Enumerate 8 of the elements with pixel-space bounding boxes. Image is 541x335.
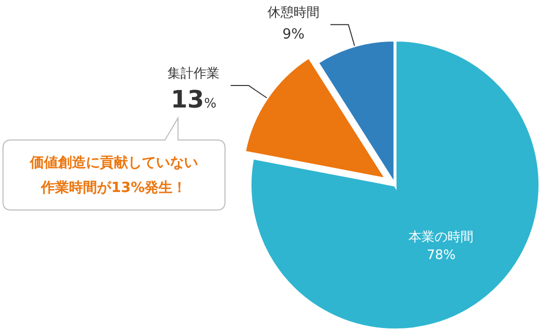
slice-label: 休憩時間 [267,6,320,21]
text: 作業時間が13%発生！ [40,180,187,196]
data-label: 13% [170,86,216,114]
data-label: 9% [282,26,305,43]
slice-label: 集計作業 [168,66,220,82]
text: 価値創造に貢献していない [29,155,198,171]
slice-label: 本業の時間 [408,230,474,245]
data-label: 78% [426,248,456,263]
